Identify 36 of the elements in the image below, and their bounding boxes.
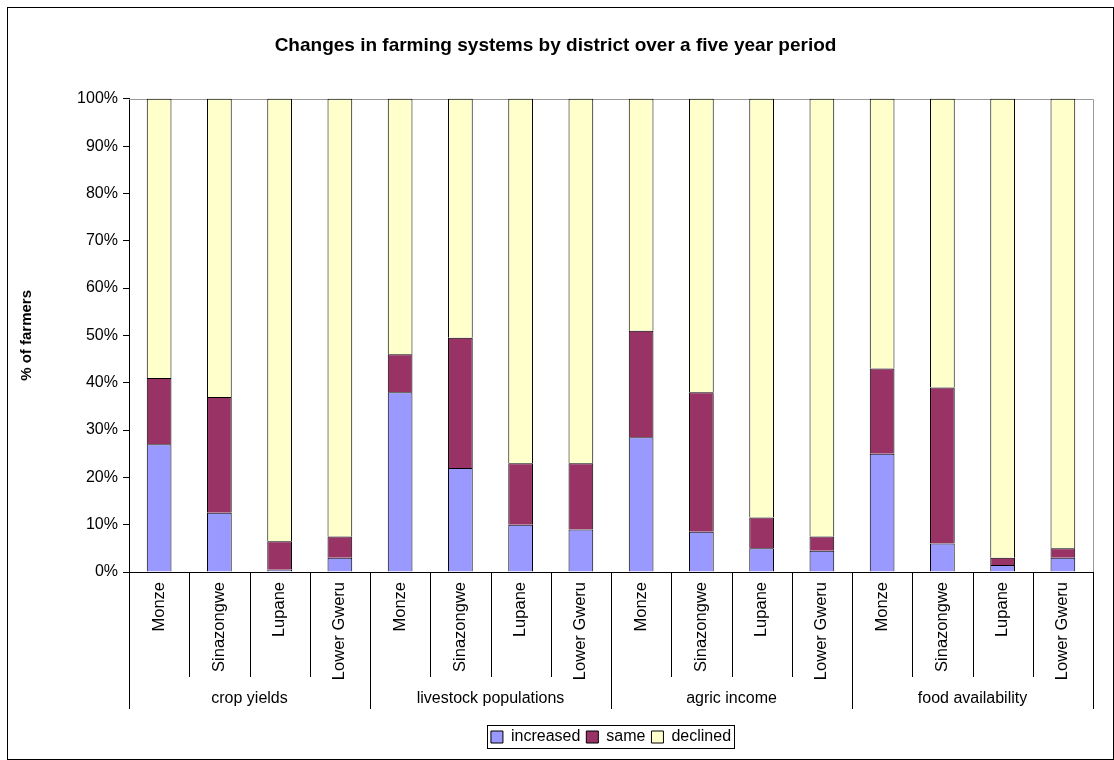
y-tick-label: 10% [85,515,118,533]
x-tick-label: Lupane [269,582,288,638]
legend-label: increased [510,727,581,745]
text: crop yields [211,689,288,707]
x-tick-label: Monze [871,582,890,632]
x-tick-label: Lupane [751,582,770,638]
text: food availability [917,689,1028,707]
x-tick-label: Lower Gweru [570,582,589,681]
legend-label: declined [671,727,732,745]
x-tick-label: Monze [389,582,408,632]
y-tick-label: 0% [94,562,118,580]
x-tick-label: Monze [630,582,649,632]
y-tick-label: 90% [85,136,118,154]
legend-label: same [606,727,646,745]
y-tick-label: 60% [85,278,118,296]
y-tick-label: 80% [85,183,118,201]
y-tick-label: 100% [77,89,118,107]
x-tick-label: Monze [148,582,167,632]
x-tick-label: Sinazongwe [931,582,950,672]
chart-title: Changes in farming systems by district over a five year period [274,33,837,55]
text: livestock populations [416,689,565,707]
text: agric income [686,689,777,707]
y-tick-label: 70% [85,231,118,249]
y-tick-label: 40% [85,373,118,391]
y-tick-label: 50% [85,325,118,343]
y-axis-title: % of farmers [17,289,35,381]
y-tick-label: 20% [85,467,118,485]
y-tick-label: 30% [85,420,118,438]
x-tick-label: Lower Gweru [811,582,830,681]
x-tick-label: Lower Gweru [1052,582,1071,681]
x-tick-label: Lower Gweru [329,582,348,681]
x-tick-label: Sinazongwe [208,582,227,672]
x-tick-label: Sinazongwe [690,582,709,672]
x-tick-label: Lupane [992,582,1011,638]
x-tick-label: Sinazongwe [449,582,468,672]
x-tick-label: Lupane [510,582,529,638]
